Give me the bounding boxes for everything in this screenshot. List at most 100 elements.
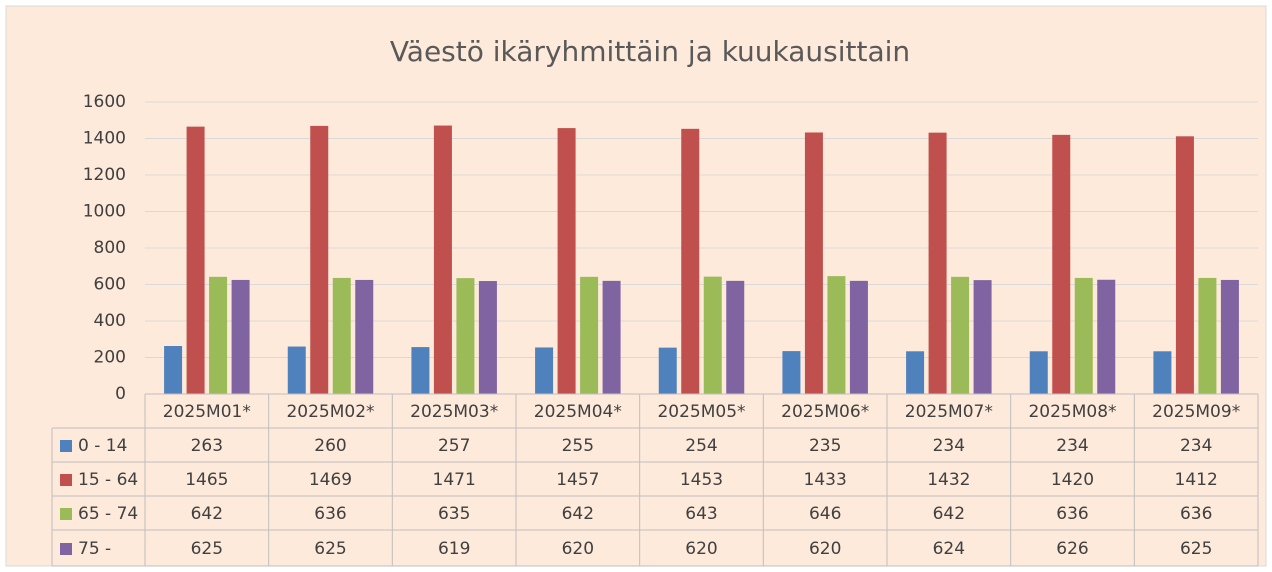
legend-label: 75 - — [78, 539, 111, 559]
bar — [411, 347, 430, 394]
bar — [355, 279, 374, 394]
x-tick-label: 2025M07* — [905, 402, 993, 422]
table-value: 1471 — [433, 470, 476, 490]
table-value: 1432 — [927, 470, 970, 490]
legend-label: 65 - 74 — [78, 504, 138, 524]
bar — [827, 276, 846, 394]
y-tick-label: 1600 — [83, 92, 126, 112]
bar — [849, 280, 868, 394]
bar — [973, 280, 992, 394]
bar — [186, 126, 205, 394]
table-value: 255 — [562, 436, 594, 456]
bar — [478, 281, 497, 394]
y-tick-label: 200 — [94, 348, 126, 368]
bar — [928, 132, 947, 394]
bar — [1074, 277, 1093, 394]
table-value: 642 — [562, 504, 594, 524]
legend-key — [60, 440, 72, 452]
y-tick-label: 1000 — [83, 202, 126, 222]
table-value: 620 — [809, 539, 841, 559]
x-tick-label: 2025M03* — [410, 402, 498, 422]
bar — [209, 276, 228, 394]
table-value: 234 — [1180, 436, 1212, 456]
bar — [1097, 279, 1116, 394]
table-value: 234 — [1056, 436, 1088, 456]
table-value: 235 — [809, 436, 841, 456]
legend-label: 15 - 64 — [78, 470, 138, 490]
bar — [535, 347, 554, 394]
table-value: 635 — [438, 504, 470, 524]
y-tick-label: 400 — [94, 311, 126, 331]
bar — [1153, 351, 1172, 394]
bar — [456, 278, 475, 394]
y-tick-label: 600 — [94, 275, 126, 295]
x-tick-label: 2025M08* — [1028, 402, 1116, 422]
table-value: 619 — [438, 539, 470, 559]
table-value: 1465 — [185, 470, 228, 490]
y-tick-label: 0 — [115, 384, 126, 404]
y-tick-label: 1200 — [83, 165, 126, 185]
bar — [164, 346, 183, 394]
bar — [703, 276, 722, 394]
table-value: 1453 — [680, 470, 723, 490]
bar — [332, 277, 351, 394]
table-value: 642 — [191, 504, 223, 524]
y-tick-label: 800 — [94, 238, 126, 258]
bar — [557, 128, 576, 394]
x-tick-label: 2025M05* — [657, 402, 745, 422]
legend-label: 0 - 14 — [78, 436, 127, 456]
table-value: 260 — [314, 436, 346, 456]
bar — [782, 351, 801, 394]
bar — [310, 125, 329, 394]
table-value: 646 — [809, 504, 841, 524]
bar — [1052, 134, 1071, 394]
bar — [1220, 279, 1239, 394]
table-value: 626 — [1056, 539, 1088, 559]
bar — [1029, 351, 1048, 394]
bar — [906, 351, 925, 394]
bar — [287, 346, 306, 394]
bar — [681, 128, 700, 394]
table-value: 624 — [933, 539, 965, 559]
bar — [580, 276, 599, 394]
legend-key — [60, 508, 72, 520]
table-value: 234 — [933, 436, 965, 456]
x-tick-label: 2025M04* — [534, 402, 622, 422]
table-value: 1412 — [1175, 470, 1218, 490]
x-tick-label: 2025M01* — [163, 402, 251, 422]
bar — [602, 280, 621, 394]
legend-key — [60, 543, 72, 555]
bar — [951, 276, 970, 394]
table-value: 643 — [685, 504, 717, 524]
table-value: 1420 — [1051, 470, 1094, 490]
table-value: 620 — [685, 539, 717, 559]
bar — [804, 132, 823, 395]
table-value: 625 — [191, 539, 223, 559]
chart-title: Väestö ikäryhmittäin ja kuukausittain — [390, 35, 910, 68]
legend-key — [60, 474, 72, 486]
x-tick-label: 2025M02* — [286, 402, 374, 422]
bar — [1175, 136, 1194, 394]
table-value: 636 — [1180, 504, 1212, 524]
table-value: 257 — [438, 436, 470, 456]
y-tick-label: 1400 — [83, 129, 126, 149]
table-value: 1457 — [556, 470, 599, 490]
bar — [231, 279, 250, 394]
table-value: 254 — [685, 436, 717, 456]
x-tick-label: 2025M06* — [781, 402, 869, 422]
table-value: 620 — [562, 539, 594, 559]
table-value: 636 — [1056, 504, 1088, 524]
table-value: 642 — [933, 504, 965, 524]
table-value: 625 — [1180, 539, 1212, 559]
table-value: 1433 — [804, 470, 847, 490]
table-value: 263 — [191, 436, 223, 456]
table-value: 625 — [314, 539, 346, 559]
x-tick-label: 2025M09* — [1152, 402, 1240, 422]
bar — [658, 347, 677, 394]
table-value: 636 — [314, 504, 346, 524]
bar — [1198, 277, 1217, 394]
table-value: 1469 — [309, 470, 352, 490]
bar — [726, 280, 745, 394]
